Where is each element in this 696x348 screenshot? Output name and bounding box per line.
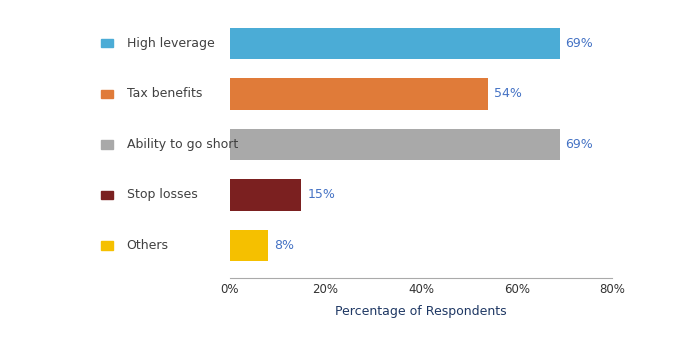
- Text: 54%: 54%: [494, 87, 522, 100]
- Bar: [230, 230, 268, 261]
- Text: Stop losses: Stop losses: [127, 189, 198, 201]
- Bar: [230, 78, 488, 110]
- Bar: [230, 179, 301, 211]
- Text: Ability to go short: Ability to go short: [127, 138, 238, 151]
- Text: Others: Others: [127, 239, 168, 252]
- Text: 8%: 8%: [274, 239, 294, 252]
- X-axis label: Percentage of Respondents: Percentage of Respondents: [335, 304, 507, 318]
- Bar: [230, 27, 560, 59]
- Text: 15%: 15%: [307, 189, 335, 201]
- Text: 69%: 69%: [566, 37, 593, 50]
- Text: Tax benefits: Tax benefits: [127, 87, 202, 100]
- Bar: [230, 129, 560, 160]
- Text: High leverage: High leverage: [127, 37, 214, 50]
- Text: 69%: 69%: [566, 138, 593, 151]
